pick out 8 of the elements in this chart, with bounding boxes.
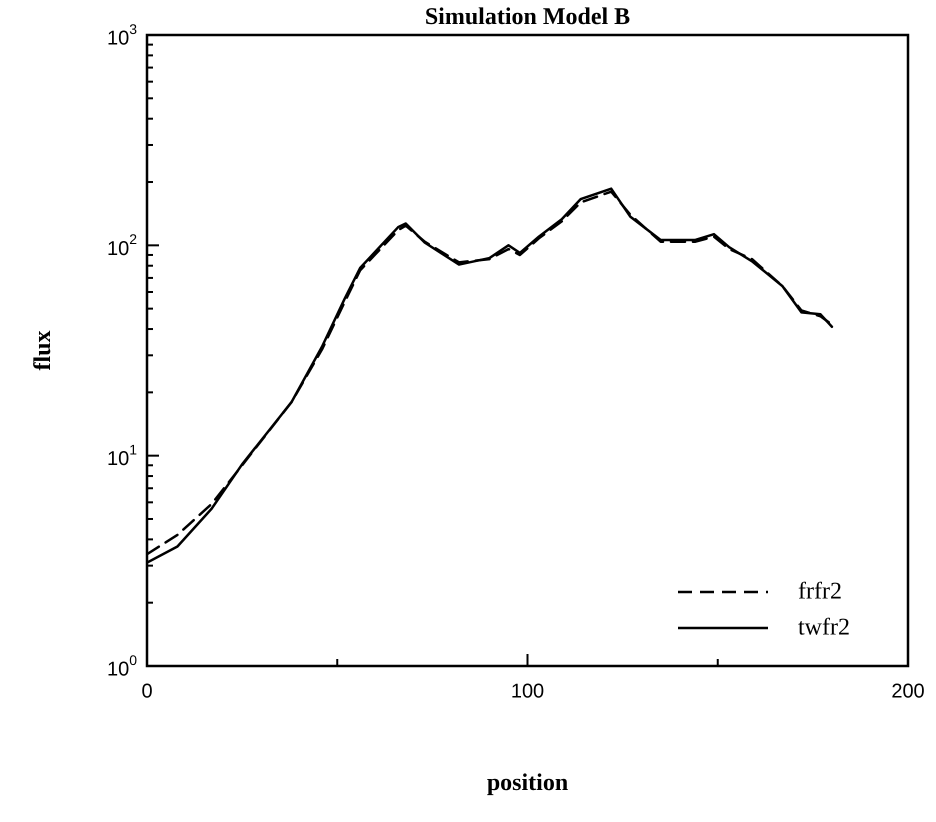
y-axis-title: flux — [30, 330, 56, 371]
chart-title: Simulation Model B — [424, 4, 630, 30]
x-tick-label: 100 — [510, 680, 544, 703]
legend-label: twfr2 — [798, 614, 850, 640]
x-tick-label: 200 — [891, 680, 925, 703]
x-tick-label: 0 — [141, 680, 153, 703]
x-axis-title: position — [486, 770, 568, 796]
legend-label: frfr2 — [798, 578, 842, 604]
